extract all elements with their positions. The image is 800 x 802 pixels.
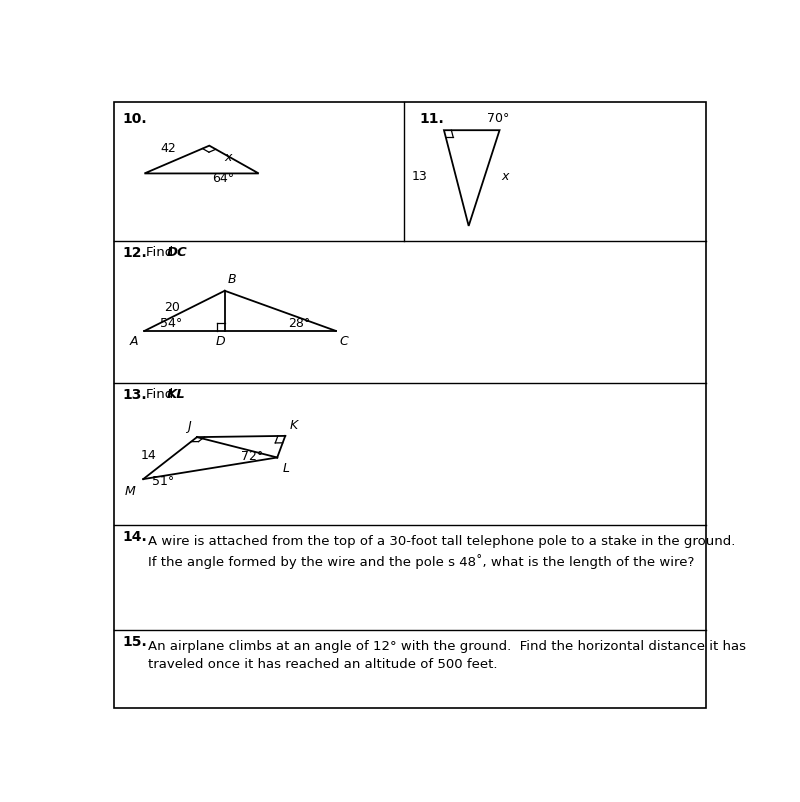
Text: x: x (225, 152, 232, 164)
Text: 20: 20 (165, 301, 180, 314)
Text: J: J (187, 419, 190, 433)
Text: A: A (130, 335, 138, 348)
Text: 11.: 11. (419, 111, 444, 126)
Text: .: . (179, 245, 183, 259)
Text: 12.: 12. (123, 245, 147, 260)
Text: B: B (228, 273, 237, 286)
Text: 72°: 72° (241, 451, 263, 464)
Text: .: . (179, 387, 183, 401)
Text: Find: Find (146, 245, 178, 259)
Text: 54°: 54° (160, 317, 182, 330)
Text: C: C (339, 335, 348, 348)
Text: 28°: 28° (288, 317, 310, 330)
Text: 15.: 15. (123, 634, 147, 649)
Text: L: L (282, 462, 289, 475)
Text: A wire is attached from the top of a 30-foot tall telephone pole to a stake in t: A wire is attached from the top of a 30-… (147, 535, 735, 569)
Text: 13.: 13. (123, 387, 147, 402)
Text: K: K (290, 419, 298, 431)
Text: 42: 42 (160, 142, 176, 155)
Text: 10.: 10. (123, 111, 147, 126)
Text: Find: Find (146, 387, 178, 401)
Text: 51°: 51° (153, 476, 174, 488)
Text: DC: DC (166, 245, 187, 259)
Text: 14: 14 (141, 449, 157, 462)
Text: 13: 13 (411, 170, 427, 183)
Text: KL: KL (166, 387, 186, 401)
Text: x: x (502, 170, 509, 183)
Text: 64°: 64° (212, 172, 234, 184)
Text: 14.: 14. (123, 530, 147, 544)
Text: An airplane climbs at an angle of 12° with the ground.  Find the horizontal dist: An airplane climbs at an angle of 12° wi… (147, 640, 746, 670)
Text: 70°: 70° (487, 112, 510, 125)
Text: M: M (125, 485, 135, 498)
Text: D: D (216, 335, 226, 348)
